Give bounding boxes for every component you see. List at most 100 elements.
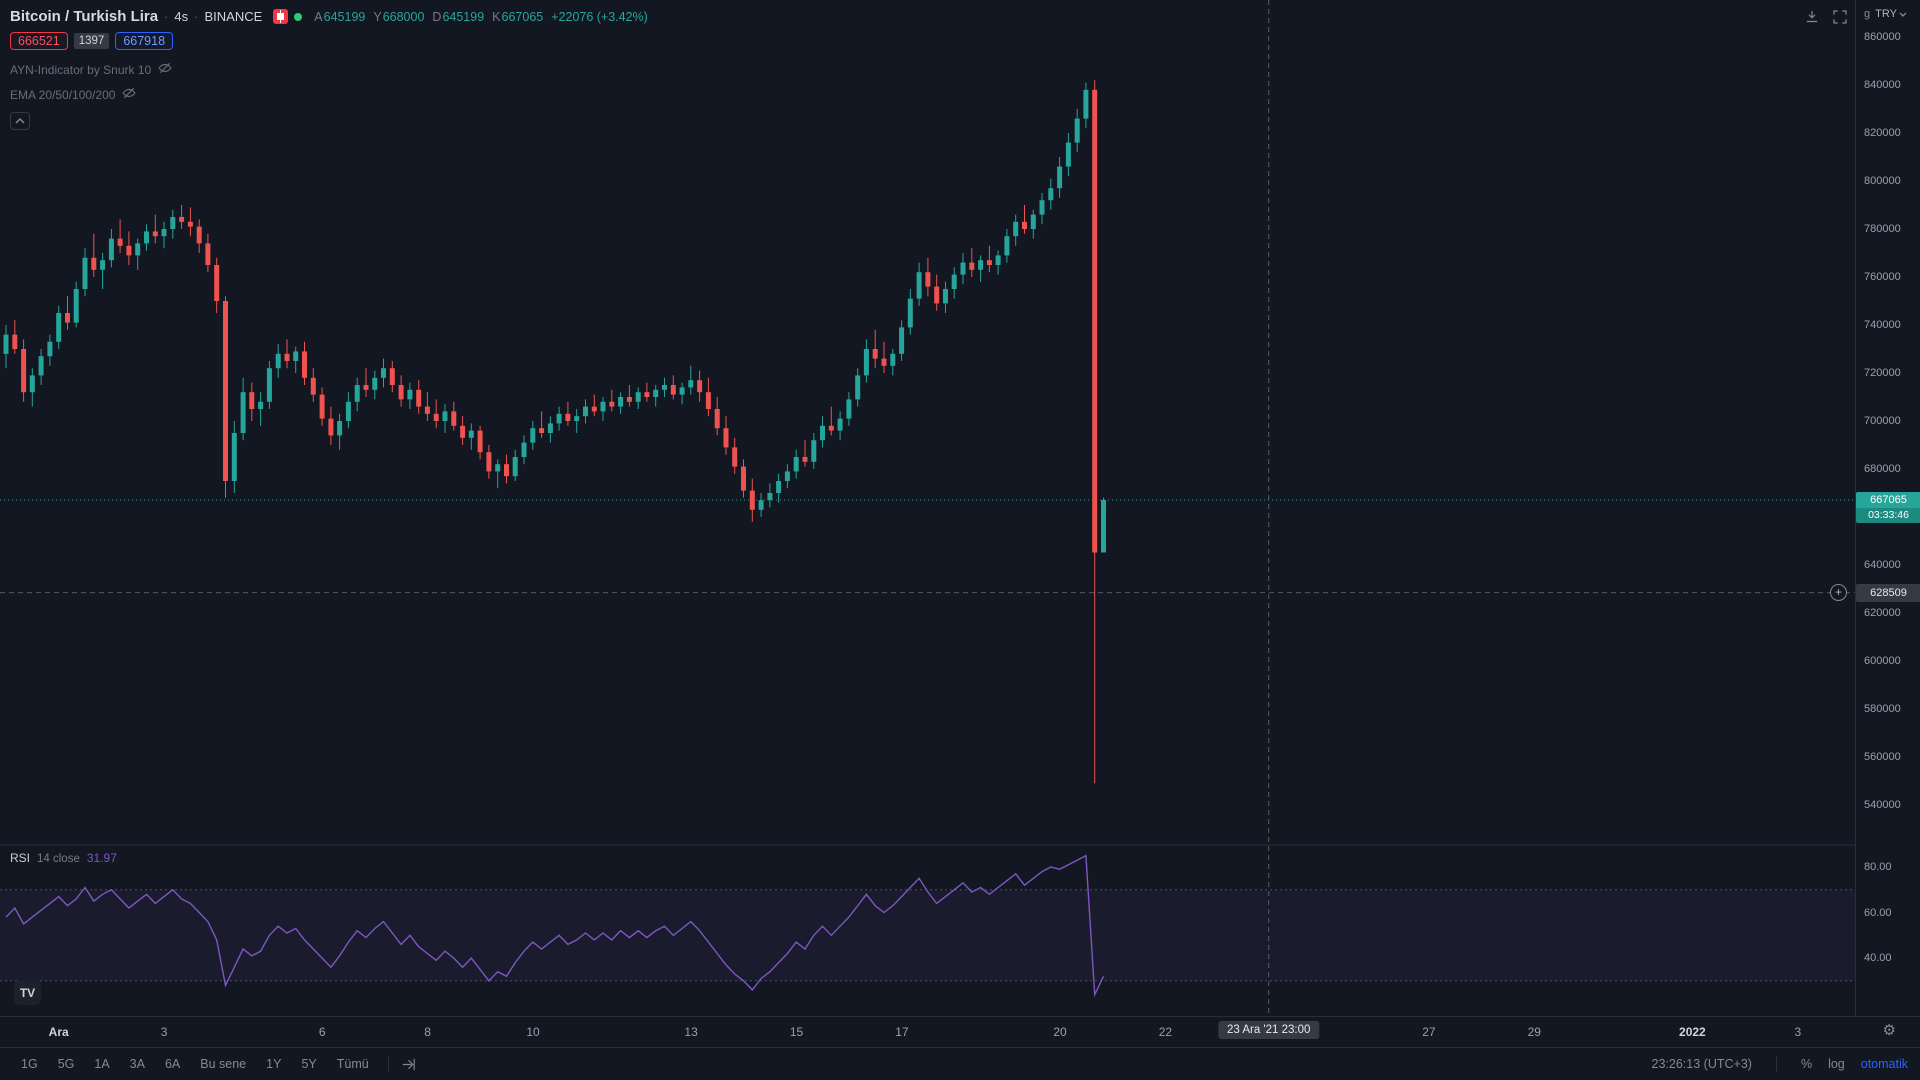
candle-body — [328, 418, 334, 436]
range-button-bu-sene[interactable]: Bu sene — [191, 1053, 255, 1075]
unit-label[interactable]: g — [1864, 8, 1871, 20]
time-axis-label: 15 — [789, 1025, 804, 1039]
add-order-plus-button[interactable]: + — [1830, 583, 1847, 601]
download-icon[interactable] — [1802, 7, 1822, 27]
time-axis-label: 29 — [1527, 1025, 1541, 1039]
ohlc-pair: A 645199 — [314, 10, 365, 24]
candle-body — [495, 464, 501, 472]
price-tick-label: 560000 — [1864, 751, 1901, 763]
candle-body — [749, 490, 755, 510]
candle-body — [653, 389, 659, 397]
rsi-band-fill — [0, 889, 1855, 981]
candle-body — [899, 327, 905, 354]
toolbar-divider — [387, 1056, 389, 1072]
candle-body — [196, 226, 202, 244]
rsi-tick-label: 80.00 — [1864, 861, 1892, 873]
ohlc-value: 668000 — [382, 9, 425, 24]
symbol-title[interactable]: Bitcoin / Turkish Lira — [10, 8, 159, 25]
sell-button[interactable]: 666521 — [10, 32, 68, 50]
candle-body — [679, 387, 685, 395]
price-tick-label: 860000 — [1864, 31, 1901, 43]
candle-body — [784, 471, 790, 481]
price-change: +22076 (+3.42%) — [551, 9, 648, 24]
log-scale-button[interactable]: log — [1828, 1057, 1845, 1071]
symbol-logo-icon — [273, 9, 289, 24]
price-axis[interactable]: g TRY 860000 840000 820000 800000 780000 7600… — [1855, 0, 1920, 1016]
percent-scale-button[interactable]: % — [1800, 1057, 1813, 1071]
candle-body — [1030, 214, 1036, 229]
candle-body — [1022, 221, 1027, 229]
time-axis-label: 8 — [424, 1025, 431, 1039]
plus-icon: + — [1834, 585, 1842, 600]
time-axis-label: 22 — [1158, 1025, 1173, 1039]
range-button-1a[interactable]: 1A — [85, 1053, 118, 1075]
candle-body — [714, 409, 720, 429]
time-axis[interactable]: Ara 3 6 8 10 13 15 17 20 22 27 29 2022 3 23 Ara '21 2… — [0, 1016, 1920, 1047]
rsi-tick-label: 40.00 — [1864, 952, 1892, 965]
fullscreen-icon[interactable] — [1830, 7, 1850, 27]
range-button-1g[interactable]: 1G — [12, 1053, 47, 1075]
ohlc-values: A 645199 Y 668000 D 645199 K 667065 — [314, 10, 543, 24]
candle-body — [1004, 236, 1010, 256]
rsi-legend[interactable]: RSI 14 close 31.97 — [10, 851, 117, 865]
candle-body — [65, 313, 70, 323]
candle-body — [758, 500, 764, 510]
indicator-row-ema[interactable]: EMA 20/50/100/200 — [10, 86, 648, 103]
candlestick-chart-canvas[interactable] — [0, 0, 1855, 1016]
ohlc-label: K — [492, 9, 501, 24]
indicator-name: AYN-Indicator by Snurk 10 — [10, 62, 152, 77]
settings-gear-icon[interactable]: ⚙ — [1882, 1022, 1896, 1039]
clock[interactable]: 23:26:13 (UTC+3) — [1651, 1057, 1752, 1071]
currency-label: TRY — [1875, 8, 1897, 20]
candle-body — [1074, 118, 1080, 143]
candle-body — [3, 334, 9, 354]
ohlc-label: D — [432, 9, 442, 24]
candle-body — [363, 385, 369, 390]
currency-dropdown[interactable]: TRY — [1875, 8, 1907, 20]
range-button-5y[interactable]: 5Y — [292, 1053, 325, 1075]
range-button-tümü[interactable]: Tümü — [328, 1053, 378, 1075]
collapse-legend-button[interactable] — [10, 112, 30, 130]
candle-body — [662, 385, 667, 390]
candle-body — [688, 380, 694, 388]
candle-body — [547, 423, 553, 433]
chart-corner-actions — [1802, 7, 1850, 27]
tradingview-logo[interactable]: TV — [14, 980, 41, 1005]
go-to-date-icon[interactable] — [399, 1054, 419, 1074]
buy-button[interactable]: 667918 — [115, 32, 174, 50]
candle-body — [82, 257, 88, 289]
indicator-row-ayn[interactable]: AYN-Indicator by Snurk 10 — [10, 61, 648, 78]
candle-body — [863, 349, 869, 376]
separator: · — [194, 9, 199, 24]
candle-body — [144, 231, 149, 244]
price-tick-label: 540000 — [1864, 799, 1901, 811]
ohlc-label: A — [314, 9, 323, 24]
candle-body — [600, 401, 606, 412]
candle-body — [512, 457, 518, 477]
range-button-1y[interactable]: 1Y — [257, 1053, 290, 1075]
exchange-label[interactable]: BINANCE — [204, 9, 263, 24]
chevron-down-icon — [1899, 12, 1907, 17]
interval-label[interactable]: 4s — [174, 9, 189, 24]
candle-body — [223, 301, 228, 481]
candle-body — [468, 430, 474, 438]
candle-body — [1092, 89, 1098, 553]
candle-body — [407, 389, 413, 400]
candle-body — [802, 457, 808, 462]
candle-body — [697, 380, 703, 393]
range-button-5g[interactable]: 5G — [49, 1053, 84, 1075]
candle-body — [258, 401, 264, 409]
range-button-3a[interactable]: 3A — [121, 1053, 154, 1075]
candle-body — [723, 428, 729, 448]
eye-off-icon[interactable] — [158, 61, 172, 78]
market-open-status-icon[interactable] — [294, 12, 303, 21]
candle-body — [486, 452, 492, 472]
auto-scale-button[interactable]: otomatik — [1860, 1057, 1908, 1071]
candle-body — [372, 377, 378, 390]
candle-body — [398, 385, 404, 400]
candle-body — [451, 411, 457, 426]
range-button-6a[interactable]: 6A — [156, 1053, 189, 1075]
eye-off-icon[interactable] — [122, 86, 136, 103]
candle-body — [135, 243, 141, 256]
